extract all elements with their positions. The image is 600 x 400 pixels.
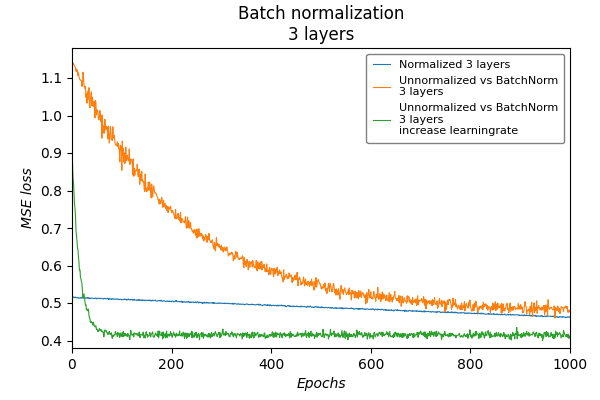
Normalized 3 layers [509,312,517,317]
Unnormalized vs BatchNorm
3 layers
increase learningrate [99,330,106,334]
Line: Normalized 3 layers: Normalized 3 layers [72,297,570,318]
Unnormalized vs BatchNorm
3 layers
increase learningrate [509,334,516,338]
Unnormalized vs BatchNorm
3 layers
increase learningrate [542,334,550,339]
Unnormalized vs BatchNorm
3 layers [551,316,559,320]
Unnormalized vs BatchNorm
3 layers [68,59,76,64]
Y-axis label: MSE loss: MSE loss [20,168,35,228]
Normalized 3 layers [99,296,106,301]
Normalized 3 layers [542,314,550,319]
Legend: Normalized 3 layers, Unnormalized vs BatchNorm
3 layers, Unnormalized vs BatchNo: Normalized 3 layers, Unnormalized vs Bat… [367,54,565,143]
Unnormalized vs BatchNorm
3 layers
increase learningrate [539,338,546,343]
Unnormalized vs BatchNorm
3 layers [99,113,106,118]
Unnormalized vs BatchNorm
3 layers
increase learningrate [566,333,574,338]
Normalized 3 layers [562,315,569,320]
Line: Unnormalized vs BatchNorm
3 layers: Unnormalized vs BatchNorm 3 layers [72,61,570,318]
Unnormalized vs BatchNorm
3 layers
increase learningrate [457,334,464,338]
Unnormalized vs BatchNorm
3 layers [475,306,482,311]
Title: Batch normalization
3 layers: Batch normalization 3 layers [238,5,404,44]
Unnormalized vs BatchNorm
3 layers [169,210,176,215]
X-axis label: Epochs: Epochs [296,377,346,391]
Unnormalized vs BatchNorm
3 layers [542,309,549,314]
Unnormalized vs BatchNorm
3 layers
increase learningrate [169,332,176,336]
Unnormalized vs BatchNorm
3 layers [457,307,464,312]
Unnormalized vs BatchNorm
3 layers [566,308,574,312]
Unnormalized vs BatchNorm
3 layers
increase learningrate [68,147,76,152]
Normalized 3 layers [68,295,76,300]
Line: Unnormalized vs BatchNorm
3 layers
increase learningrate: Unnormalized vs BatchNorm 3 layers incre… [72,149,570,340]
Normalized 3 layers [475,311,482,316]
Unnormalized vs BatchNorm
3 layers [509,305,516,310]
Normalized 3 layers [70,294,77,299]
Normalized 3 layers [457,310,464,315]
Normalized 3 layers [566,314,574,319]
Unnormalized vs BatchNorm
3 layers
increase learningrate [475,332,482,336]
Normalized 3 layers [170,300,177,304]
